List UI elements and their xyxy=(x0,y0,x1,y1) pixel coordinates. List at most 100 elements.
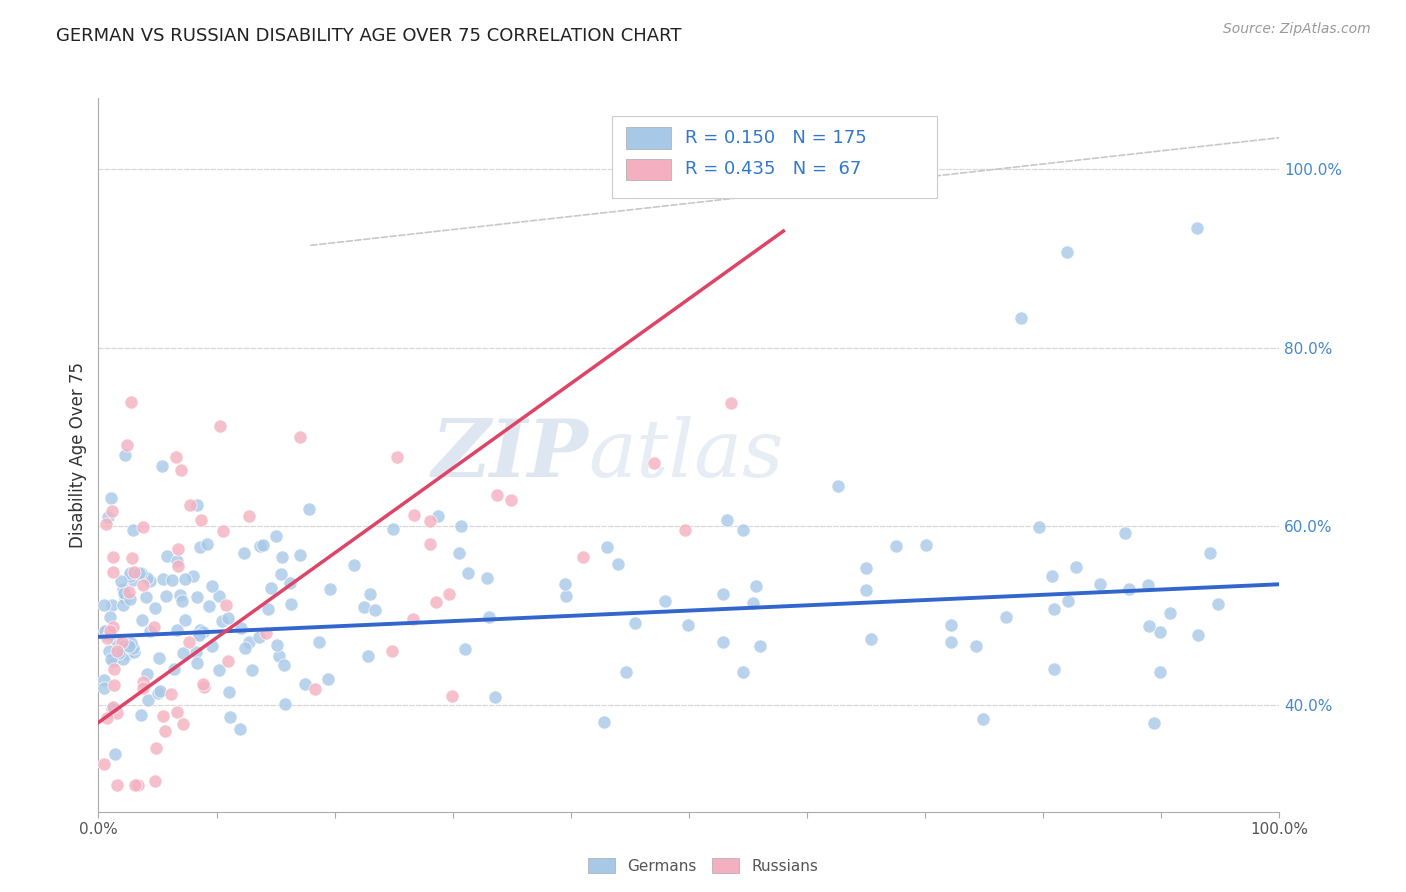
Point xyxy=(110,574,132,589)
Point xyxy=(149,684,172,698)
Point xyxy=(124,778,146,792)
Point xyxy=(97,510,120,524)
Point xyxy=(572,550,595,565)
Point xyxy=(187,627,209,641)
Point xyxy=(939,618,962,632)
Point xyxy=(1042,569,1064,583)
Point xyxy=(103,619,125,633)
Point xyxy=(98,628,121,642)
Point xyxy=(319,582,342,596)
Point xyxy=(304,682,326,697)
Point xyxy=(554,589,576,603)
Point xyxy=(191,625,214,640)
Point xyxy=(152,709,174,723)
Point xyxy=(160,573,183,587)
Point xyxy=(364,603,387,617)
Point xyxy=(381,644,404,658)
Point xyxy=(145,741,167,756)
Text: GERMAN VS RUSSIAN DISABILITY AGE OVER 75 CORRELATION CHART: GERMAN VS RUSSIAN DISABILITY AGE OVER 75… xyxy=(56,27,682,45)
Point xyxy=(118,568,141,582)
Point xyxy=(112,582,135,596)
Point xyxy=(623,615,645,630)
Point xyxy=(105,706,128,720)
Point xyxy=(294,677,316,691)
Point xyxy=(93,599,115,613)
Point xyxy=(271,549,294,564)
Text: Source: ZipAtlas.com: Source: ZipAtlas.com xyxy=(1223,22,1371,37)
Point xyxy=(1114,526,1136,541)
Point xyxy=(120,591,142,606)
Point xyxy=(120,636,142,650)
Point xyxy=(122,645,145,659)
Point xyxy=(1066,560,1088,574)
Point xyxy=(166,623,188,637)
Point xyxy=(209,419,232,434)
Point xyxy=(94,517,117,532)
Point xyxy=(96,631,118,645)
Point xyxy=(478,610,501,624)
FancyBboxPatch shape xyxy=(626,159,671,180)
Point xyxy=(114,591,136,605)
Point xyxy=(1011,311,1033,326)
Point xyxy=(139,574,162,588)
Point xyxy=(135,666,157,681)
Point xyxy=(197,599,219,613)
Point xyxy=(939,635,962,649)
Point xyxy=(188,624,211,638)
Point xyxy=(1199,546,1222,560)
Point xyxy=(93,673,115,687)
Point xyxy=(860,632,883,646)
Point xyxy=(676,618,699,632)
Point xyxy=(167,558,190,573)
Point xyxy=(1136,577,1159,591)
Point xyxy=(827,479,849,493)
Point xyxy=(441,689,464,703)
Point xyxy=(93,757,115,772)
Point xyxy=(132,519,155,533)
Point xyxy=(96,711,118,725)
Point xyxy=(101,565,124,579)
Point xyxy=(186,656,208,670)
Point xyxy=(174,572,197,586)
Point xyxy=(101,654,124,668)
Point xyxy=(731,665,754,679)
Point xyxy=(290,548,312,562)
Point xyxy=(156,549,179,563)
Point xyxy=(103,662,125,676)
Point xyxy=(385,450,408,465)
Point xyxy=(181,568,204,582)
Point xyxy=(97,644,120,658)
Point xyxy=(595,540,617,554)
Point xyxy=(115,647,138,661)
Point xyxy=(131,613,153,627)
Point xyxy=(343,558,366,572)
Point xyxy=(212,524,235,538)
Point xyxy=(174,614,197,628)
Point xyxy=(136,693,159,707)
Point xyxy=(190,513,212,527)
Point xyxy=(273,658,295,673)
Point xyxy=(100,627,122,641)
Point xyxy=(357,649,380,664)
Point xyxy=(211,614,233,628)
Point xyxy=(614,665,637,680)
Point xyxy=(731,523,754,537)
Point xyxy=(148,650,170,665)
Point xyxy=(118,566,141,580)
Point xyxy=(169,589,191,603)
Point xyxy=(107,646,129,660)
Point xyxy=(218,684,240,698)
Point xyxy=(112,639,135,653)
Point xyxy=(132,578,155,592)
Point xyxy=(425,595,447,609)
Point xyxy=(382,522,405,536)
Point xyxy=(155,589,177,603)
Point xyxy=(748,639,770,653)
Point xyxy=(165,450,187,464)
Point xyxy=(260,582,283,596)
Point xyxy=(217,611,239,625)
Point xyxy=(257,602,280,616)
Point xyxy=(1056,245,1078,260)
Point xyxy=(105,632,128,647)
Point xyxy=(995,609,1018,624)
